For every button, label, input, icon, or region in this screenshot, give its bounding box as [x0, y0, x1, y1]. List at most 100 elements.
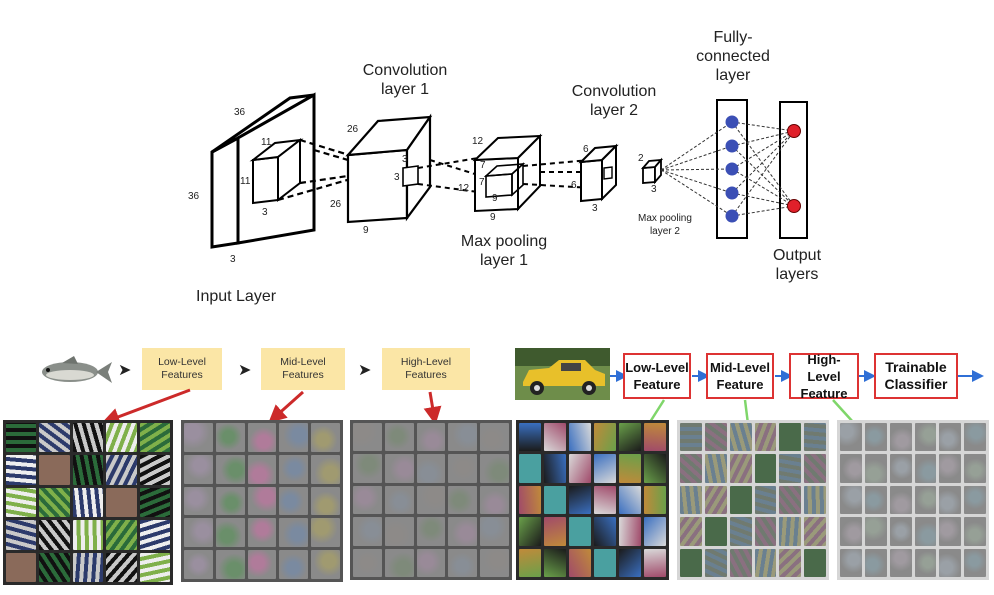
- feature-map-tile: [247, 486, 277, 516]
- pool1-block: [472, 133, 543, 213]
- feature-map-tile: [448, 454, 478, 483]
- feature-map-tile: [247, 518, 277, 548]
- pool1-label: Max pooling layer 1: [460, 233, 548, 269]
- pool1-kernel-d: 9: [492, 193, 498, 204]
- feature-map-tile: [840, 517, 862, 546]
- connection-line: [731, 168, 795, 207]
- feature-map-tile: [353, 454, 382, 483]
- feature-map-tile: [384, 423, 414, 452]
- feature-map-tile: [215, 486, 245, 516]
- feature-map-tile: [594, 423, 616, 452]
- feature-map-tile: [644, 454, 666, 483]
- feature-map-tile: [864, 423, 887, 452]
- feature-map-tile: [139, 520, 170, 550]
- feature-map-tile: [964, 548, 986, 577]
- conv1-to-pool1-dashes: [417, 157, 479, 193]
- feature-map-tile: [680, 517, 702, 546]
- feature-map-tile: [680, 485, 702, 515]
- input-kernel-w: 11: [261, 137, 272, 148]
- input-dim-depth-top: 36: [234, 107, 246, 118]
- input-dim-height: 36: [188, 191, 200, 202]
- fc-node: [725, 115, 739, 129]
- classifier-stage-trainable: Trainable Classifier: [874, 353, 958, 399]
- feature-map-tile: [139, 487, 170, 518]
- fc-node: [725, 139, 739, 153]
- feature-map-tile: [106, 520, 137, 550]
- feature-map-tile: [914, 517, 937, 546]
- feature-map-tile: [39, 552, 70, 582]
- feature-map-tile: [779, 454, 802, 483]
- low-level-features-grid: [3, 420, 173, 585]
- feature-map-tile: [448, 485, 478, 515]
- feature-map-tile: [914, 454, 937, 483]
- feature-map-tile: [939, 423, 962, 452]
- feature-map-tile: [680, 454, 702, 483]
- feature-map-tile: [215, 550, 245, 579]
- feature-map-tile: [779, 548, 802, 577]
- feature-map-tile: [247, 454, 277, 484]
- feature-map-tile: [544, 517, 566, 546]
- feature-map-tile: [729, 517, 752, 546]
- feature-map-tile: [804, 485, 826, 515]
- connection-line: [731, 192, 795, 207]
- feature-map-tile: [644, 517, 666, 546]
- stage-high-level-features: High-Level Features: [382, 348, 470, 390]
- feature-map-tile: [704, 485, 727, 515]
- feature-map-tile: [72, 487, 104, 518]
- conv2-dim-w: 6: [583, 144, 589, 155]
- feature-map-tile: [279, 423, 309, 452]
- feature-map-tile: [889, 454, 912, 483]
- feature-map-tile: [754, 454, 777, 483]
- feature-map-tile: [914, 423, 937, 452]
- connection-line: [731, 130, 795, 147]
- feature-map-tile: [215, 423, 245, 452]
- feature-map-tile: [39, 423, 70, 453]
- feature-map-tile: [964, 454, 986, 483]
- feature-map-tile: [519, 485, 541, 515]
- feature-map-tile: [864, 485, 887, 515]
- feature-map-tile: [964, 517, 986, 546]
- feature-map-tile: [416, 517, 446, 546]
- connection-line: [660, 168, 733, 171]
- feature-map-tile: [619, 548, 641, 577]
- classifier-stage-low-level: Low-Level Feature: [623, 353, 691, 399]
- feature-map-tile: [804, 423, 826, 452]
- feature-map-tile: [384, 485, 414, 515]
- feature-map-tile: [804, 454, 826, 483]
- feature-map-tile: [840, 454, 862, 483]
- feature-map-tile: [106, 455, 137, 485]
- fish-image: [42, 356, 112, 383]
- conv2-block: [578, 143, 619, 203]
- pool2-block: [640, 157, 664, 185]
- feature-map-tile: [6, 423, 37, 453]
- feature-map-tile: [480, 454, 509, 483]
- feature-map-tile: [279, 518, 309, 548]
- feature-map-tile: [914, 485, 937, 515]
- feature-map-tile: [72, 455, 104, 485]
- conv1-dim-d: 9: [363, 225, 369, 236]
- input-layer-label: Input Layer: [196, 288, 277, 305]
- output-node: [787, 199, 801, 213]
- stage-mid-level-features: Mid-Level Features: [261, 348, 345, 390]
- conv1-dim-h: 26: [330, 199, 342, 210]
- feature-map-tile: [279, 454, 309, 484]
- conv1-dim-w: 26: [347, 124, 359, 135]
- feature-map-tile: [416, 454, 446, 483]
- connection-line: [731, 121, 795, 132]
- input-kernel-h: 11: [240, 176, 251, 187]
- feature-map-tile: [619, 485, 641, 515]
- car-high-level-features-grid: [837, 420, 989, 580]
- pool1-dim-h: 12: [458, 183, 470, 194]
- feature-map-tile: [72, 552, 104, 582]
- feature-map-tile: [6, 552, 37, 582]
- feature-map-tile: [729, 454, 752, 483]
- stage-to-grid-arrows: [101, 388, 854, 426]
- feature-map-tile: [644, 485, 666, 515]
- feature-map-tile: [680, 423, 702, 452]
- pool2-dim-h: 2: [638, 153, 644, 164]
- feature-map-tile: [448, 548, 478, 577]
- feature-map-tile: [729, 548, 752, 577]
- connection-line: [731, 130, 795, 217]
- feature-map-tile: [594, 548, 616, 577]
- pool1-dim-d: 9: [490, 212, 496, 223]
